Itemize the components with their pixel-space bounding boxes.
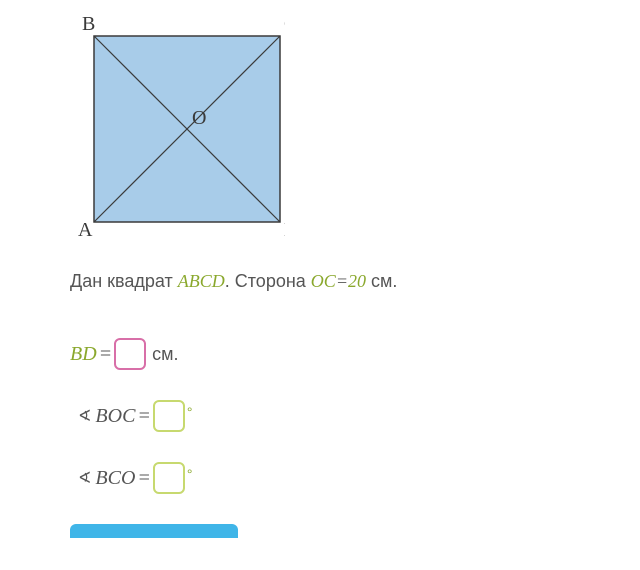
bco-eq: = bbox=[137, 467, 151, 490]
svg-text:O: O bbox=[192, 107, 206, 129]
bd-eq: = bbox=[99, 343, 113, 366]
problem-statement: Дан квадрат ABCD. Сторона OC=20 см. bbox=[70, 271, 640, 292]
svg-text:D: D bbox=[284, 219, 285, 241]
bd-unit: см. bbox=[152, 344, 178, 365]
svg-text:B: B bbox=[82, 13, 95, 35]
answers-block: BD= см. ∢ BOC= ° ∢ BCO= ° bbox=[70, 338, 640, 494]
side-name: OC bbox=[311, 271, 336, 291]
unit-text: см. bbox=[366, 271, 397, 291]
bd-input[interactable] bbox=[114, 338, 146, 370]
answer-boc: ∢ BOC= ° bbox=[78, 400, 640, 432]
boc-input[interactable] bbox=[153, 400, 185, 432]
boc-degree: ° bbox=[187, 404, 193, 420]
bco-degree: ° bbox=[187, 466, 193, 482]
boc-eq: = bbox=[137, 405, 151, 428]
side-value: 20 bbox=[348, 271, 366, 291]
bco-input[interactable] bbox=[153, 462, 185, 494]
text-middle: . Сторона bbox=[225, 271, 311, 291]
bco-label: BCO bbox=[95, 467, 135, 490]
angle-icon: ∢ bbox=[78, 468, 91, 488]
square-name: ABCD bbox=[178, 271, 225, 291]
bd-label: BD bbox=[70, 343, 97, 366]
eq-sign: = bbox=[336, 271, 348, 291]
angle-icon: ∢ bbox=[78, 406, 91, 426]
submit-button[interactable] bbox=[70, 524, 238, 538]
svg-text:C: C bbox=[284, 13, 285, 35]
svg-text:A: A bbox=[78, 219, 93, 241]
square-figure: A B C D O bbox=[70, 8, 285, 253]
boc-label: BOC bbox=[95, 405, 135, 428]
answer-bco: ∢ BCO= ° bbox=[78, 462, 640, 494]
answer-bd: BD= см. bbox=[70, 338, 640, 370]
text-prefix: Дан квадрат bbox=[70, 271, 178, 291]
